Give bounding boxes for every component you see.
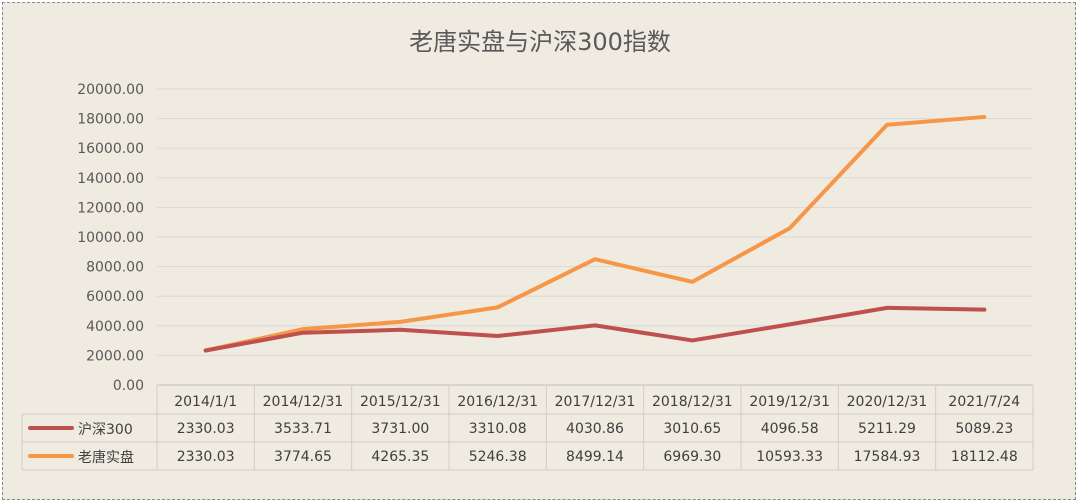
x-category-label: 2019/12/31 <box>749 394 830 410</box>
y-tick-label: 6000.00 <box>86 289 144 305</box>
data-cell: 18112.48 <box>951 449 1018 465</box>
data-cell: 6969.30 <box>663 449 721 465</box>
y-tick-label: 18000.00 <box>77 112 144 128</box>
legend-label: 老唐实盘 <box>78 449 134 466</box>
data-cell: 2330.03 <box>177 421 235 437</box>
x-category-label: 2016/12/31 <box>457 394 538 410</box>
y-tick-label: 2000.00 <box>86 348 144 364</box>
x-category-label: 2021/7/24 <box>948 394 1020 410</box>
data-cell: 2330.03 <box>177 449 235 465</box>
x-category-label: 2018/12/31 <box>652 394 733 410</box>
x-category-label: 2017/12/31 <box>555 394 636 410</box>
y-axis: 0.00 2000.00 4000.00 6000.00 8000.00 10000.00… <box>77 82 144 394</box>
x-category-label: 2014/12/31 <box>263 394 344 410</box>
data-cell: 4265.35 <box>371 449 429 465</box>
data-cell: 5246.38 <box>469 449 527 465</box>
legend-label: 沪深300 <box>78 422 133 438</box>
x-category-label: 2014/1/1 <box>174 394 237 410</box>
series-lines <box>203 114 987 353</box>
data-cell: 10593.33 <box>756 449 823 465</box>
y-tick-label: 10000.00 <box>77 230 144 246</box>
y-tick-label: 4000.00 <box>86 319 144 335</box>
data-table: 2014/1/1 2014/12/31 2015/12/31 2016/12/31 20… <box>21 384 1034 471</box>
data-cell: 4096.58 <box>761 421 819 437</box>
y-tick-label: 8000.00 <box>86 260 144 276</box>
chart-title: 老唐实盘与沪深300指数 <box>409 28 671 56</box>
data-cell: 8499.14 <box>566 449 624 465</box>
x-category-label: 2020/12/31 <box>847 394 928 410</box>
y-tick-label: 16000.00 <box>77 141 144 157</box>
y-tick-label: 12000.00 <box>77 200 144 216</box>
series-line <box>203 114 987 353</box>
gridlines <box>157 88 1033 356</box>
data-cell: 5089.23 <box>955 421 1013 437</box>
data-cell: 5211.29 <box>858 421 916 437</box>
data-cell: 3731.00 <box>371 421 429 437</box>
data-cell: 4030.86 <box>566 421 624 437</box>
data-cell: 17584.93 <box>854 449 921 465</box>
y-tick-label: 14000.00 <box>77 171 144 187</box>
data-cell: 3010.65 <box>663 421 721 437</box>
data-cell: 3774.65 <box>274 449 332 465</box>
data-cell: 3533.71 <box>274 421 332 437</box>
y-tick-label: 0.00 <box>113 378 144 394</box>
series-line <box>203 305 987 353</box>
data-cell: 3310.08 <box>469 421 527 437</box>
x-category-label: 2015/12/31 <box>360 394 441 410</box>
y-tick-label: 20000.00 <box>77 82 144 98</box>
